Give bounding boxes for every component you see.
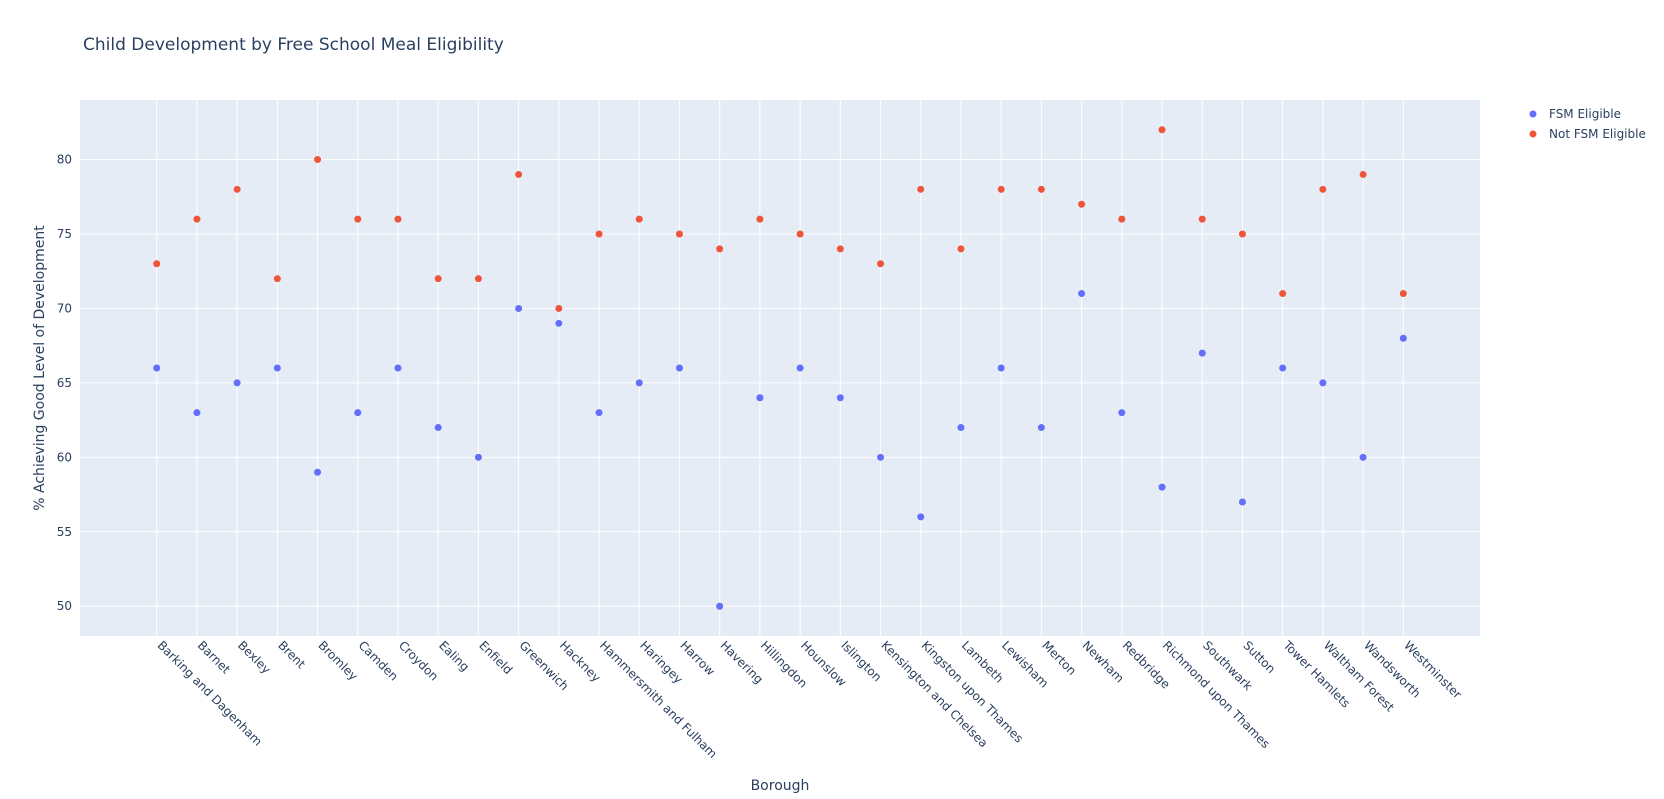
data-point[interactable] bbox=[716, 245, 724, 253]
data-point[interactable] bbox=[756, 215, 764, 223]
data-point[interactable] bbox=[233, 379, 241, 387]
legend-item-label[interactable]: Not FSM Eligible bbox=[1549, 127, 1646, 141]
legend-marker bbox=[1529, 110, 1537, 118]
data-point[interactable] bbox=[515, 170, 523, 178]
data-points bbox=[153, 126, 1407, 610]
data-point[interactable] bbox=[1158, 483, 1166, 491]
data-point[interactable] bbox=[474, 453, 482, 461]
data-point[interactable] bbox=[756, 394, 764, 402]
data-point[interactable] bbox=[434, 424, 442, 432]
data-point[interactable] bbox=[675, 364, 683, 372]
data-point[interactable] bbox=[1279, 290, 1287, 298]
data-point[interactable] bbox=[836, 394, 844, 402]
data-point[interactable] bbox=[314, 156, 322, 164]
data-point[interactable] bbox=[515, 304, 523, 312]
data-point[interactable] bbox=[1359, 453, 1367, 461]
data-point[interactable] bbox=[555, 319, 563, 327]
legend-marker bbox=[1529, 130, 1537, 138]
data-point[interactable] bbox=[997, 364, 1005, 372]
data-point[interactable] bbox=[595, 409, 603, 417]
data-point[interactable] bbox=[273, 275, 281, 283]
data-point[interactable] bbox=[1198, 349, 1206, 357]
data-point[interactable] bbox=[153, 364, 161, 372]
data-point[interactable] bbox=[1037, 185, 1045, 193]
data-point[interactable] bbox=[957, 245, 965, 253]
data-point[interactable] bbox=[796, 364, 804, 372]
data-point[interactable] bbox=[474, 275, 482, 283]
data-point[interactable] bbox=[1238, 498, 1246, 506]
y-axis-title: % Achieving Good Level of Development bbox=[32, 225, 48, 511]
y-tick-label: 80 bbox=[57, 153, 72, 167]
data-point[interactable] bbox=[1078, 290, 1086, 298]
data-point[interactable] bbox=[1319, 379, 1327, 387]
y-tick-label: 55 bbox=[57, 525, 72, 539]
data-point[interactable] bbox=[394, 364, 402, 372]
data-point[interactable] bbox=[1118, 409, 1126, 417]
data-point[interactable] bbox=[675, 230, 683, 238]
y-axis-ticks: 50 55 60 65 70 75 80 bbox=[57, 153, 72, 614]
data-point[interactable] bbox=[354, 409, 362, 417]
data-point[interactable] bbox=[193, 409, 201, 417]
chart-title: Child Development by Free School Meal El… bbox=[83, 35, 504, 55]
y-tick-label: 65 bbox=[57, 376, 72, 390]
y-tick-label: 60 bbox=[57, 450, 72, 464]
data-point[interactable] bbox=[997, 185, 1005, 193]
data-point[interactable] bbox=[1399, 334, 1407, 342]
data-point[interactable] bbox=[314, 468, 322, 476]
x-axis-title: Borough bbox=[751, 778, 810, 794]
data-point[interactable] bbox=[635, 379, 643, 387]
data-point[interactable] bbox=[796, 230, 804, 238]
y-tick-label: 50 bbox=[57, 599, 72, 613]
data-point[interactable] bbox=[354, 215, 362, 223]
data-point[interactable] bbox=[1319, 185, 1327, 193]
legend-item-label[interactable]: FSM Eligible bbox=[1549, 107, 1621, 121]
data-point[interactable] bbox=[1158, 126, 1166, 134]
data-point[interactable] bbox=[635, 215, 643, 223]
data-point[interactable] bbox=[1078, 200, 1086, 208]
data-point[interactable] bbox=[1279, 364, 1287, 372]
y-tick-label: 75 bbox=[57, 227, 72, 241]
data-point[interactable] bbox=[595, 230, 603, 238]
data-point[interactable] bbox=[957, 424, 965, 432]
data-point[interactable] bbox=[193, 215, 201, 223]
data-point[interactable] bbox=[716, 602, 724, 610]
data-point[interactable] bbox=[434, 275, 442, 283]
data-point[interactable] bbox=[877, 453, 885, 461]
data-point[interactable] bbox=[153, 260, 161, 268]
data-point[interactable] bbox=[1037, 424, 1045, 432]
data-point[interactable] bbox=[1399, 290, 1407, 298]
data-point[interactable] bbox=[273, 364, 281, 372]
data-point[interactable] bbox=[233, 185, 241, 193]
data-point[interactable] bbox=[1359, 170, 1367, 178]
data-point[interactable] bbox=[1238, 230, 1246, 238]
data-point[interactable] bbox=[555, 304, 563, 312]
data-point[interactable] bbox=[917, 513, 925, 521]
data-point[interactable] bbox=[836, 245, 844, 253]
data-point[interactable] bbox=[394, 215, 402, 223]
data-point[interactable] bbox=[877, 260, 885, 268]
data-point[interactable] bbox=[1198, 215, 1206, 223]
plot-background bbox=[80, 100, 1480, 636]
legend[interactable]: FSM Eligible Not FSM Eligible bbox=[1529, 107, 1646, 141]
y-tick-label: 70 bbox=[57, 301, 72, 315]
data-point[interactable] bbox=[917, 185, 925, 193]
data-point[interactable] bbox=[1118, 215, 1126, 223]
